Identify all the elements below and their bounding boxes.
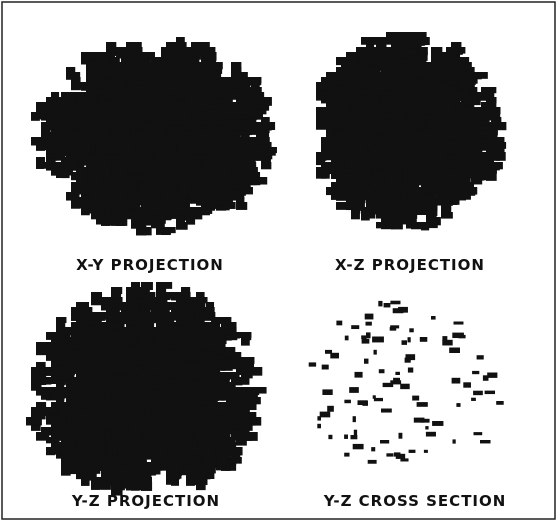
particle — [161, 227, 171, 234]
particle — [211, 72, 221, 81]
particle — [236, 82, 245, 89]
particle — [46, 107, 57, 113]
particle — [76, 182, 87, 191]
particle — [186, 217, 195, 225]
particle — [46, 97, 56, 106]
particle — [91, 77, 101, 85]
particle — [66, 67, 75, 76]
particle — [151, 217, 159, 223]
particle — [116, 62, 125, 68]
particle — [176, 37, 185, 46]
particle — [256, 97, 264, 105]
particle — [176, 222, 188, 230]
particle — [261, 162, 271, 169]
particle — [141, 52, 152, 59]
particle — [31, 112, 40, 121]
particle — [236, 202, 247, 210]
figure: X-Y PROJECTION X-Z PROJECTION Y-Z PROJEC… — [0, 0, 559, 523]
particle — [61, 172, 70, 178]
particle — [131, 222, 141, 229]
particle — [226, 202, 236, 209]
particle — [236, 72, 248, 79]
particle — [191, 47, 201, 56]
particle — [71, 202, 80, 208]
particle — [71, 82, 81, 90]
page: X-Y PROJECTION X-Z PROJECTION Y-Z PROJEC… — [0, 0, 559, 523]
particle — [106, 42, 116, 50]
particle — [36, 162, 44, 169]
particle — [46, 117, 54, 125]
particle — [86, 52, 97, 59]
particle — [66, 192, 74, 201]
particle — [101, 52, 111, 59]
particle — [201, 207, 212, 214]
particle — [141, 227, 152, 235]
particle — [251, 77, 259, 85]
particle — [151, 207, 160, 214]
particle — [256, 177, 267, 185]
